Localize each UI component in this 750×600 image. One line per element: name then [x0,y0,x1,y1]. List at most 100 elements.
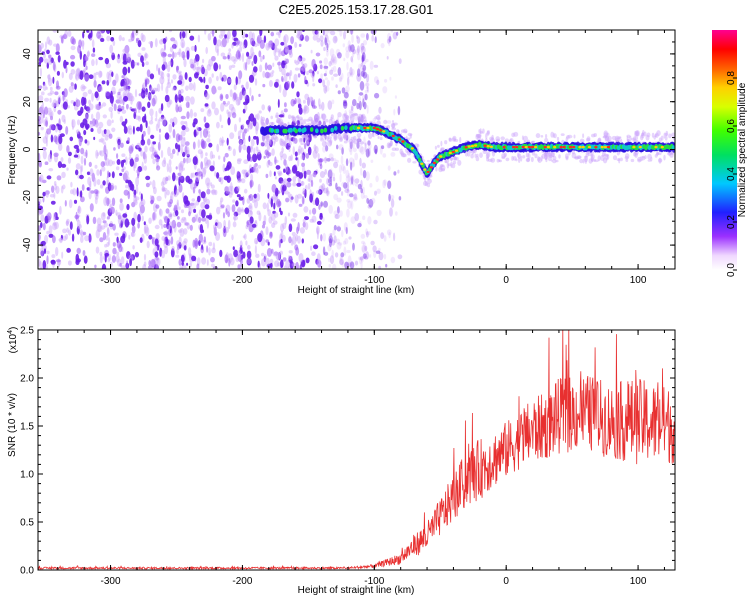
noise-speck [201,217,207,222]
noise-speck [268,80,273,87]
halo-speck [476,153,479,158]
noise-speck [234,186,239,194]
noise-speck [98,56,104,61]
halo-speck [614,135,620,142]
noise-speck [122,233,126,240]
halo-speck [387,143,392,149]
noise-speck [124,118,128,124]
noise-speck [130,254,136,261]
noise-speck [52,222,58,231]
noise-speck [96,223,102,233]
noise-speck [251,61,254,66]
trace-core [546,145,551,149]
noise-speck [167,73,170,82]
noise-speck [42,150,47,160]
noise-speck [133,194,137,198]
noise-speck [80,164,84,173]
noise-speck [106,79,110,86]
noise-speck [254,237,258,245]
noise-speck [284,46,289,53]
halo-speck [626,136,629,142]
noise-speck [86,171,91,176]
halo-speck [264,136,270,139]
noise-speck [79,190,83,198]
halo-speck [321,113,326,120]
noise-speck [257,233,263,243]
noise-speck [128,38,133,43]
noise-speck [45,190,50,195]
trace-core [587,145,592,149]
noise-speck [181,51,186,59]
noise-speck [341,87,346,94]
noise-speck [71,233,75,242]
halo-speck [322,118,326,123]
noise-speck [283,178,288,187]
noise-speck [211,247,216,254]
noise-speck [282,222,287,229]
noise-speck [278,31,281,39]
noise-speck [279,151,284,158]
noise-speck [48,54,52,59]
noise-speck [200,201,206,209]
halo-speck [275,114,279,119]
y-tick-label: -20 [22,190,33,205]
noise-speck [45,191,49,198]
noise-speck [172,74,177,80]
noise-speck [326,178,329,185]
noise-speck [99,150,102,156]
noise-speck [247,170,251,176]
noise-speck [161,223,163,230]
noise-speck [47,92,53,96]
halo-speck [523,135,528,142]
noise-speck [302,108,306,114]
noise-speck [284,58,287,64]
noise-speck [108,159,113,167]
noise-speck [280,155,283,161]
noise-speck [265,226,269,236]
halo-speck [439,165,442,170]
noise-speck [228,257,231,267]
halo-speck [457,159,462,166]
noise-speck [106,71,110,80]
noise-speck [220,139,226,143]
noise-speck [88,190,92,200]
halo-speck [618,157,621,164]
noise-speck [58,118,61,127]
noise-speck [210,256,215,263]
halo-speck [513,131,519,137]
noise-speck [104,141,107,151]
noise-speck [227,76,232,86]
noise-speck [274,260,280,268]
trace-mid [289,127,293,133]
noise-speck [261,224,266,229]
noise-speck [38,85,43,89]
noise-speck [227,117,231,126]
noise-speck [136,142,142,149]
halo-speck [344,116,348,123]
noise-speck [372,245,377,253]
halo-speck [544,153,548,160]
halo-speck [574,156,580,160]
halo-speck [600,154,605,161]
halo-speck [658,137,662,143]
noise-speck [180,39,186,49]
noise-speck [323,200,328,208]
halo-speck [305,136,310,142]
noise-speck [144,224,149,234]
noise-speck [232,221,237,228]
noise-speck [360,114,364,123]
noise-speck [345,112,348,120]
noise-speck [156,165,161,171]
halo-speck [654,154,658,158]
noise-speck [253,135,258,140]
noise-speck [61,35,64,44]
noise-speck [247,55,253,60]
noise-speck [38,116,41,121]
noise-speck [169,46,174,53]
noise-speck [352,158,355,167]
spectrogram-xlabel: Height of straight line (km) [298,285,415,296]
noise-speck [50,115,53,121]
noise-speck [227,54,230,60]
noise-speck [208,58,214,67]
noise-speck [143,221,146,226]
